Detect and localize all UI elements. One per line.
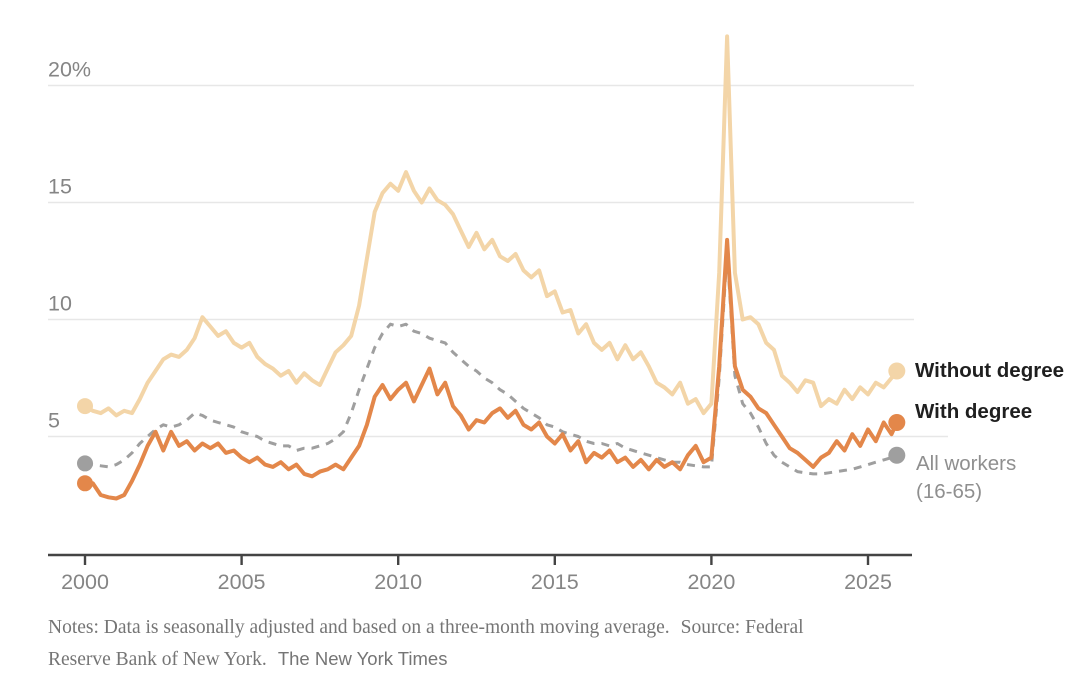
x-tick-label-2015: 2015: [531, 570, 579, 594]
y-tick-label-10: 10: [48, 292, 72, 316]
notes-line-2: Reserve Bank of New York. The New York Ti…: [48, 643, 1058, 675]
x-tick-label-2000: 2000: [61, 570, 109, 594]
legend-label-without-degree: Without degree: [915, 359, 1065, 382]
x-tick-label-2005: 2005: [218, 570, 266, 594]
source-text: Source: Federal: [680, 617, 804, 638]
legend-label-all-workers: All workers (16-65): [916, 450, 1016, 506]
chart-notes: Notes: Data is seasonally adjusted and b…: [48, 612, 1058, 675]
series-end-dot-with-degree: [888, 413, 906, 431]
source-text-continued: Reserve Bank of New York.: [48, 649, 267, 670]
x-tick-label-2025: 2025: [844, 570, 892, 594]
y-tick-label-15: 15: [48, 175, 72, 199]
legend-label-all-workers-line1: All workers: [916, 452, 1017, 475]
series-end-dot-without-degree: [888, 362, 906, 380]
series-start-dot-all-workers-16-65: [77, 455, 93, 472]
y-tick-label-20: 20%: [48, 58, 91, 82]
x-tick-label-2020: 2020: [687, 570, 735, 594]
notes-text: Notes: Data is seasonally adjusted and b…: [48, 617, 670, 638]
byline-credit: The New York Times: [277, 648, 448, 669]
y-tick-label-5: 5: [48, 409, 60, 433]
series-line-with-degree: [83, 237, 899, 501]
legend-label-all-workers-line2: (16-65): [916, 480, 983, 503]
series-start-dot-without-degree: [77, 398, 93, 415]
notes-line-1: Notes: Data is seasonally adjusted and b…: [48, 612, 1058, 643]
series-line-all-workers-16-65: [84, 250, 898, 476]
chart-plot-area: 5 10 15 20% 2000 2005 2010 2015 2020 2025: [48, 34, 948, 594]
legend-label-with-degree: With degree: [915, 400, 1033, 423]
series-line-without-degree: [83, 34, 899, 418]
series-end-dot-all-workers-16-65: [888, 446, 906, 464]
series-start-dot-with-degree: [77, 475, 93, 492]
x-tick-label-2010: 2010: [374, 570, 422, 594]
